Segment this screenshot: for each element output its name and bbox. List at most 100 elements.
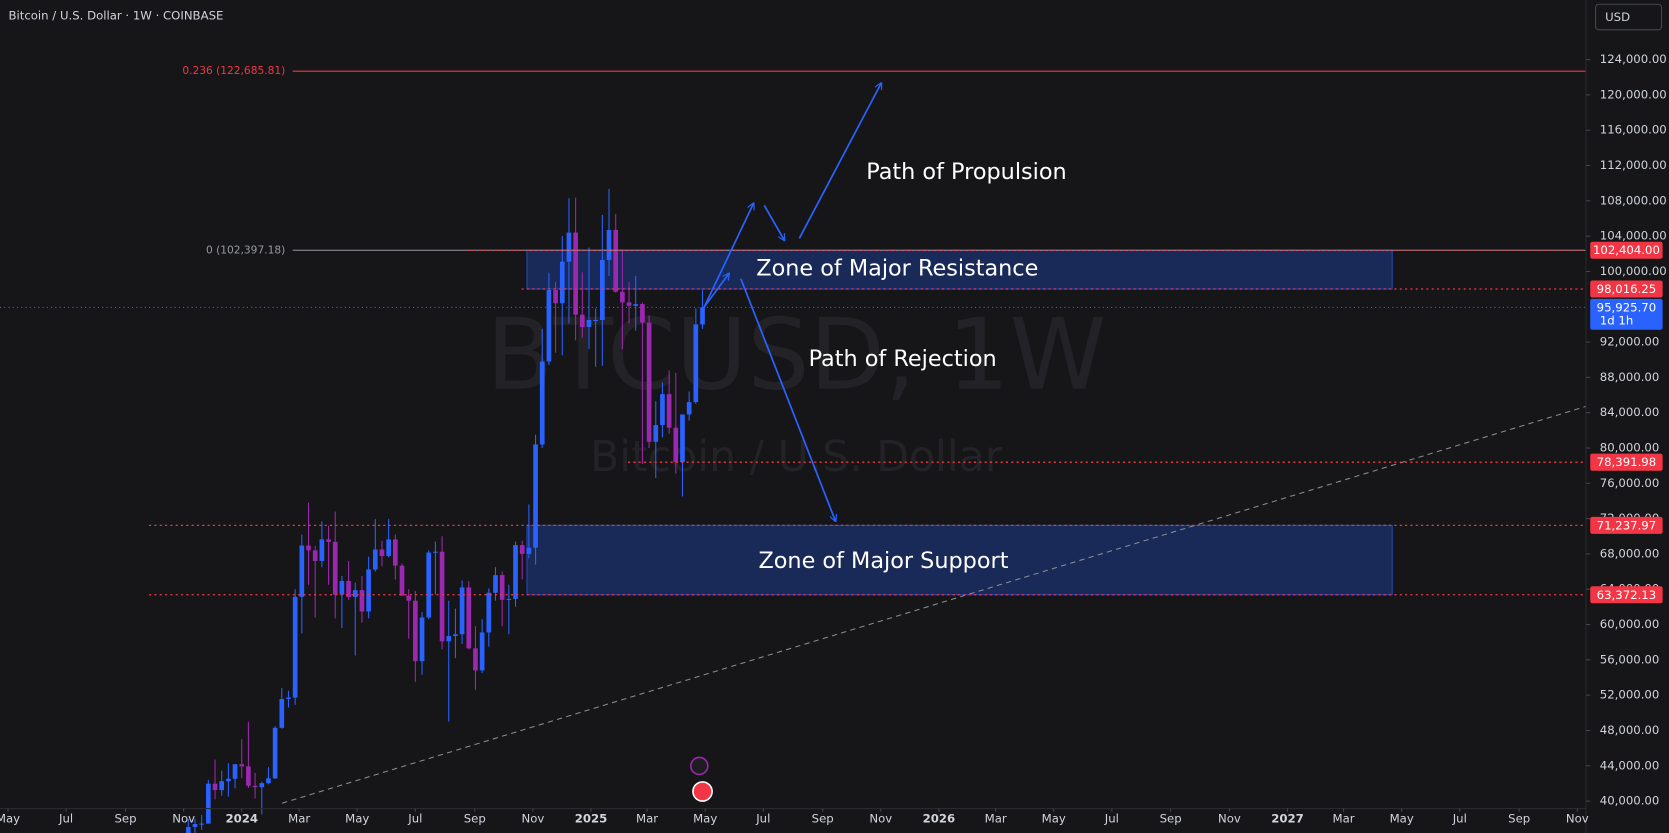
arrow: [703, 273, 729, 307]
candle-body: [526, 547, 532, 554]
candle-body: [680, 414, 685, 463]
x-tick-label: Jul: [58, 812, 73, 826]
candle-body: [379, 549, 385, 557]
x-tick-label: Sep: [115, 812, 137, 826]
trend-line: [281, 405, 1587, 804]
candle-body: [539, 361, 545, 445]
arrow: [798, 83, 881, 239]
price-axis: [1585, 0, 1669, 833]
countdown-label: 1d 1h: [1600, 314, 1633, 328]
x-tick-label: 2026: [923, 812, 956, 826]
candle-body: [339, 580, 345, 595]
candle-body: [419, 617, 425, 662]
x-tick-label: May: [1390, 812, 1414, 826]
candle-body: [239, 764, 245, 767]
x-tick-label: Mar: [636, 812, 658, 826]
candle-body: [479, 632, 485, 671]
candle-body: [292, 596, 298, 698]
currency-label[interactable]: USD: [1605, 10, 1630, 24]
candle-body: [566, 232, 572, 262]
level-price-box: [1590, 453, 1663, 471]
candle-body: [206, 783, 211, 824]
x-tick-label: Sep: [812, 812, 834, 826]
watermark-symbol: BTCUSD, 1W: [486, 299, 1106, 413]
candle-body: [413, 600, 418, 662]
x-tick-label: Mar: [288, 812, 310, 826]
fib-label: 0 (102,397.18): [206, 243, 285, 256]
candle-body: [232, 764, 238, 779]
candle-body: [519, 545, 525, 554]
x-tick-label: Mar: [985, 812, 1007, 826]
x-tick-label: May: [0, 812, 20, 826]
candle-body: [613, 229, 619, 292]
x-tick-label: May: [693, 812, 717, 826]
arrows: [701, 83, 882, 522]
level-price-label: 98,016.25: [1597, 282, 1656, 296]
x-tick-label: Nov: [1218, 812, 1241, 826]
current-price-label: 95,925.70: [1597, 300, 1656, 314]
candle-body: [466, 587, 472, 649]
y-tick-label: 76,000.00: [1600, 476, 1660, 490]
x-tick-label: Sep: [464, 812, 486, 826]
chart-title: Bitcoin / U.S. Dollar · 1W · COINBASE: [9, 8, 224, 22]
event-icon: [692, 781, 713, 802]
x-tick-label: Mar: [1333, 812, 1355, 826]
x-tick-label: Sep: [1160, 812, 1182, 826]
candle-body: [219, 781, 225, 791]
candle-body: [640, 304, 645, 323]
candle-body: [392, 539, 398, 566]
x-tick-label: Jul: [1104, 812, 1119, 826]
y-tick-label: 40,000.00: [1600, 794, 1660, 808]
candle-body: [546, 289, 552, 362]
candle-body: [626, 302, 632, 306]
event-icons: [690, 756, 713, 802]
candle-body: [306, 545, 311, 551]
candle-body: [459, 587, 465, 635]
x-tick-label: Jul: [755, 812, 770, 826]
y-tick-label: 100,000.00: [1600, 264, 1667, 278]
candle-body: [406, 595, 412, 601]
x-tick-label: May: [345, 812, 369, 826]
candle-body: [252, 785, 258, 788]
candle-body: [439, 551, 445, 642]
x-tick-label: Nov: [1566, 812, 1589, 826]
candle-body: [533, 444, 538, 548]
watermark-description: Bitcoin / U.S. Dollar: [590, 432, 1003, 482]
candle-body: [359, 590, 365, 612]
candle-body: [266, 778, 271, 784]
candle-body: [513, 545, 518, 599]
candle-body: [559, 261, 565, 304]
x-tick-label: Jul: [1452, 812, 1467, 826]
candle-body: [506, 598, 512, 600]
zone: [526, 524, 1393, 596]
candle-body: [352, 590, 358, 597]
currency-button[interactable]: [1595, 3, 1663, 31]
candle-body: [493, 575, 498, 593]
candle-body: [686, 402, 692, 415]
level-price-box: [1590, 241, 1663, 259]
candle-body: [573, 232, 578, 315]
x-tick-label: Nov: [869, 812, 892, 826]
candle-body: [599, 259, 605, 320]
zone: [526, 249, 1393, 290]
candle-body: [646, 322, 652, 442]
candle-body: [259, 783, 265, 788]
x-tick-label: 2024: [225, 812, 258, 826]
y-tick-label: 124,000.00: [1600, 52, 1667, 66]
y-tick-label: 80,000.00: [1600, 440, 1660, 454]
candle-body: [185, 827, 191, 833]
arrow: [740, 278, 836, 522]
candle-body: [586, 319, 592, 328]
x-tick-label: May: [1042, 812, 1066, 826]
x-tick-label: Sep: [1508, 812, 1530, 826]
level-price-box: [1590, 586, 1663, 604]
y-tick-label: 108,000.00: [1600, 193, 1667, 207]
candle-body: [499, 575, 505, 600]
candle-body: [312, 550, 318, 561]
x-tick-label: Nov: [521, 812, 544, 826]
arrow: [701, 203, 754, 312]
level-price-box: [1590, 280, 1663, 298]
candle-body: [593, 319, 599, 322]
